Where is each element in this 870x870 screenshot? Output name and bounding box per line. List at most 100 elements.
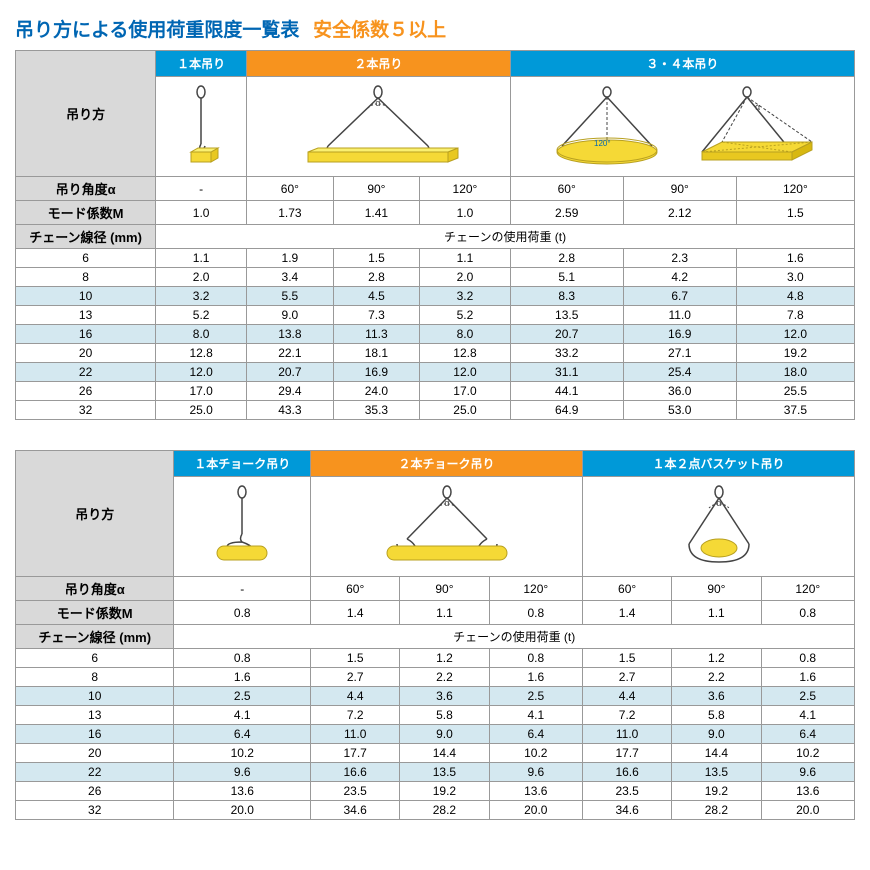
load-cell: 36.0 [623, 382, 736, 401]
mf-val: 1.73 [247, 201, 334, 225]
angle-row: 吊り角度α - 60° 90° 120° 60° 90° 120° [16, 177, 855, 201]
mf-val: 2.12 [623, 201, 736, 225]
load-cell: 35.3 [333, 401, 420, 420]
chaindia-label-2: チェーン線径 (mm) [16, 625, 174, 649]
table-row: 61.11.91.51.12.82.31.6 [16, 249, 855, 268]
load-cell: 12.8 [420, 344, 511, 363]
chain-dia-cell: 8 [16, 668, 174, 687]
two-hook-icon: α [268, 84, 488, 169]
load-cell: 1.1 [420, 249, 511, 268]
load-limit-table-1: 吊り方 １本吊り ２本吊り ３・４本吊り α [15, 50, 855, 420]
table-row: 2617.029.424.017.044.136.025.5 [16, 382, 855, 401]
diagram-2choke: α [311, 477, 583, 577]
load-cell: 8.3 [510, 287, 623, 306]
load-cell: 6.4 [761, 725, 854, 744]
load-cell: 12.8 [156, 344, 247, 363]
load-cell: 1.1 [156, 249, 247, 268]
load-cell: 33.2 [510, 344, 623, 363]
chain-dia-cell: 26 [16, 782, 174, 801]
load-cell: 12.0 [156, 363, 247, 382]
table-row: 2010.217.714.410.217.714.410.2 [16, 744, 855, 763]
angle-label: 吊り角度α [16, 177, 156, 201]
angle-label-2: 吊り角度α [16, 577, 174, 601]
load-cell: 3.0 [736, 268, 854, 287]
chain-dia-cell: 26 [16, 382, 156, 401]
load-cell: 2.8 [333, 268, 420, 287]
header-34hook: ３・４本吊り [510, 51, 854, 77]
load-cell: 2.7 [311, 668, 400, 687]
load-cell: 6.7 [623, 287, 736, 306]
load-cell: 2.5 [489, 687, 582, 706]
load-cell: 25.0 [156, 401, 247, 420]
table-row: 2012.822.118.112.833.227.119.2 [16, 344, 855, 363]
load-cell: 2.7 [583, 668, 672, 687]
single-choke-icon [202, 484, 282, 569]
load-cell: 19.2 [400, 782, 489, 801]
angle-val: 120° [489, 577, 582, 601]
header-2choke: ２本チョーク吊り [311, 451, 583, 477]
load-cell: 9.0 [400, 725, 489, 744]
mf-val: 0.8 [174, 601, 311, 625]
load-cell: 19.2 [736, 344, 854, 363]
table-row: 3220.034.628.220.034.628.220.0 [16, 801, 855, 820]
load-cell: 23.5 [311, 782, 400, 801]
mf-val: 1.1 [672, 601, 761, 625]
header-1choke: １本チョーク吊り [174, 451, 311, 477]
load-cell: 10.2 [761, 744, 854, 763]
load-cell: 2.2 [400, 668, 489, 687]
load-cell: 16.9 [623, 325, 736, 344]
chain-dia-cell: 10 [16, 287, 156, 306]
table-row: 229.616.613.59.616.613.59.6 [16, 763, 855, 782]
load-cell: 9.6 [761, 763, 854, 782]
mf-val: 1.4 [311, 601, 400, 625]
svg-text:α: α [716, 498, 721, 508]
load-cell: 25.0 [420, 401, 511, 420]
svg-text:α: α [376, 98, 381, 108]
load-cell: 16.6 [583, 763, 672, 782]
load-cell: 20.7 [247, 363, 334, 382]
chain-dia-cell: 13 [16, 706, 174, 725]
load-cell: 44.1 [510, 382, 623, 401]
modefactor-row: モード係数M 1.0 1.73 1.41 1.0 2.59 2.12 1.5 [16, 201, 855, 225]
load-cell: 16.6 [311, 763, 400, 782]
load-cell: 20.7 [510, 325, 623, 344]
load-cell: 0.8 [489, 649, 582, 668]
diagram-1hook [156, 77, 247, 177]
load-cell: 3.2 [420, 287, 511, 306]
load-cell: 4.4 [583, 687, 672, 706]
load-cell: 13.6 [174, 782, 311, 801]
load-cell: 7.8 [736, 306, 854, 325]
angle-val: 60° [510, 177, 623, 201]
chain-dia-cell: 20 [16, 344, 156, 363]
load-cell: 1.2 [400, 649, 489, 668]
modefactor-row-2: モード係数M 0.8 1.4 1.1 0.8 1.4 1.1 0.8 [16, 601, 855, 625]
mf-val: 1.41 [333, 201, 420, 225]
load-cell: 7.2 [311, 706, 400, 725]
angle-row-2: 吊り角度α - 60° 90° 120° 60° 90° 120° [16, 577, 855, 601]
load-cell: 8.0 [156, 325, 247, 344]
diagram-basket: α [583, 477, 855, 577]
load-cell: 2.5 [761, 687, 854, 706]
load-cell: 5.5 [247, 287, 334, 306]
chain-dia-cell: 22 [16, 363, 156, 382]
load-cell: 2.5 [174, 687, 311, 706]
load-cell: 25.5 [736, 382, 854, 401]
two-choke-icon: α [347, 484, 547, 569]
load-cell: 4.4 [311, 687, 400, 706]
load-cell: 1.6 [736, 249, 854, 268]
load-cell: 1.2 [672, 649, 761, 668]
load-cell: 4.8 [736, 287, 854, 306]
angle-val: 120° [736, 177, 854, 201]
load-cell: 27.1 [623, 344, 736, 363]
load-cell: 23.5 [583, 782, 672, 801]
load-cell: 0.8 [174, 649, 311, 668]
angle-val: 90° [672, 577, 761, 601]
chainload-label-2: チェーンの使用荷重 (t) [174, 625, 855, 649]
load-limit-table-2: 吊り方 １本チョーク吊り ２本チョーク吊り １本２点バスケット吊り α [15, 450, 855, 820]
chain-dia-cell: 20 [16, 744, 174, 763]
table-row: 82.03.42.82.05.14.23.0 [16, 268, 855, 287]
load-cell: 5.2 [420, 306, 511, 325]
load-cell: 4.5 [333, 287, 420, 306]
diagram-1choke [174, 477, 311, 577]
load-cell: 17.7 [311, 744, 400, 763]
